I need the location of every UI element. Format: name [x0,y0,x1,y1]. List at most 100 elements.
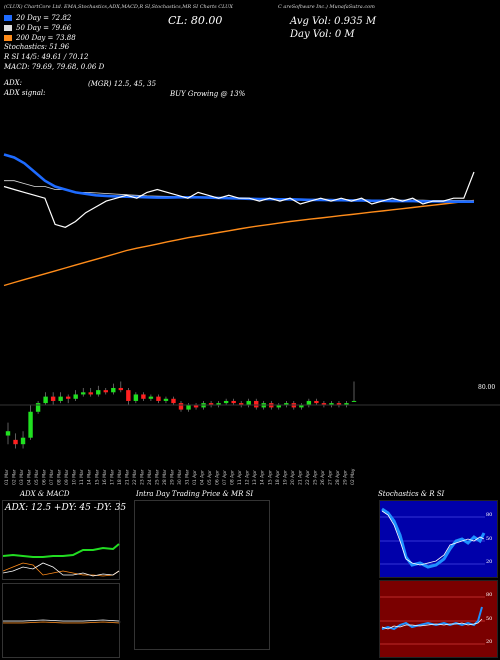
x-tick-label: 14 Apr [260,470,266,485]
candle-body [58,396,63,401]
x-tick-label: 22 Apr [305,470,311,485]
x-tick-label: 01 Mar [4,469,10,485]
stoch-tick-80: 80 [486,512,493,518]
adx-chart [3,543,120,577]
x-tick-label: 10 Mar [72,469,78,485]
ema200-label: 200 Day = 73.88 [16,34,76,42]
candle-body [111,387,116,393]
x-tick-label: 05 Mar [34,469,40,485]
rsi-chart [380,596,485,645]
candle-body [28,411,33,438]
x-tick-label: 25 Apr [312,470,318,485]
candle-body [163,398,169,401]
ema20-series [3,153,474,203]
adx-panel: ADX: 12.5 +DY: 45 -DY: 35 [2,500,126,580]
x-tick-label: 17 Mar [109,469,115,485]
candle-body [126,390,131,401]
candle-body [88,392,93,395]
stoch-d-line [381,510,485,566]
x-tick-label: 04 Apr [200,470,206,485]
buy-growing-label: BUY Growing @ 13% [170,90,246,98]
close-label: CL: 80.00 [168,14,223,27]
x-tick-label: 15 Apr [267,470,273,485]
x-tick-label: 27 Apr [327,470,333,485]
candle-body [321,403,327,406]
ema20-line [3,153,474,203]
x-tick-label: 28 Apr [335,470,341,485]
candle-body [103,390,108,393]
candle-body [284,403,289,406]
macd-panel [2,583,121,658]
candle-body [336,403,342,406]
candle-body [314,400,319,404]
x-tick-label: 15 Mar [94,469,100,485]
rsi-line [381,606,483,631]
x-tick-label: 14 Mar [87,469,93,485]
x-tick-label: 29 Apr [342,470,348,485]
rsi-tick-20: 20 [486,639,493,645]
ema20-swatch [4,15,12,21]
rsi-label: R SI 14/5: 49.61 / 70.12 [4,53,89,61]
ema200-swatch [4,35,12,41]
macd-chart [3,619,121,624]
x-tick-label: 20 Apr [290,470,296,485]
candle-body [344,403,349,406]
candle-body [306,400,312,406]
candle-body [208,403,214,406]
price-tag: 80.00 [478,384,496,391]
stoch-panel-title: Stochastics & R SI [378,490,445,498]
header-vendor: C areSoftware Inc.) MunafaSutra.com [278,4,375,10]
stoch-tick-50: 50 [486,536,493,542]
x-tick-label: 02 May [350,468,356,485]
x-tick-label: 31 Mar [185,469,191,485]
mrsi-label: (MGR) 12.5, 45, 35 [88,80,157,88]
candle-body [329,403,334,406]
rsi-tick-80: 80 [486,592,493,598]
stoch-tick-20: 20 [486,559,493,565]
x-tick-label: 01 Apr [192,470,198,485]
stoch-panel: 80 50 20 [379,500,498,578]
rsi-tick-50: 50 [486,616,493,622]
candle-body [254,400,259,408]
x-tick-label: 11 Apr [237,470,243,485]
macd-line [3,619,120,622]
stoch-chart [380,507,486,569]
x-tick-label: 08 Mar [57,469,63,485]
candle-body [238,403,244,406]
macd-signal-line [3,621,120,624]
candle-body [276,405,281,408]
ema50-swatch [4,25,12,31]
x-tick-label: 28 Mar [162,469,168,485]
x-tick-label: 06 Mar [42,469,48,485]
candle-body [156,396,161,401]
plus-di-line [3,562,120,577]
candle-body [96,390,101,395]
candle-body [171,398,176,404]
x-tick-label: 18 Apr [275,470,281,485]
price-series [3,171,475,228]
x-tick-label: 18 Mar [117,469,123,485]
x-tick-label: 13 Apr [252,470,258,485]
rsi-panel: 80 50 20 [379,580,498,658]
candle-body [50,396,56,401]
candle-body [178,403,184,410]
x-tick-label: 19 Apr [282,470,288,485]
candles-series [5,381,357,449]
day-vol-label: Day Vol: 0 M [290,29,355,40]
candle-body [299,405,304,408]
x-tick-label: 16 Mar [102,469,108,485]
x-tick-label: 12 Apr [245,470,251,485]
x-tick-label: 30 Mar [177,469,183,485]
candle-body [148,396,154,399]
candle-body [81,392,86,395]
header-title: (CLUX) ChartCore Ltd. EMA,Stochastics,AD… [4,4,233,10]
x-tick-label: 21 Mar [124,469,130,485]
x-tick-label: 26 Apr [320,470,326,485]
candle-body [20,437,26,445]
intraday-panel-title: Intra Day Trading Price & MR SI [136,490,254,498]
candle-body [43,396,48,404]
x-tick-label: 23 Mar [139,469,145,485]
adx-values: ADX: 12.5 +DY: 45 -DY: 35 [5,503,127,513]
x-tick-label: 07 Mar [49,469,55,485]
x-tick-label: 09 Mar [64,469,70,485]
